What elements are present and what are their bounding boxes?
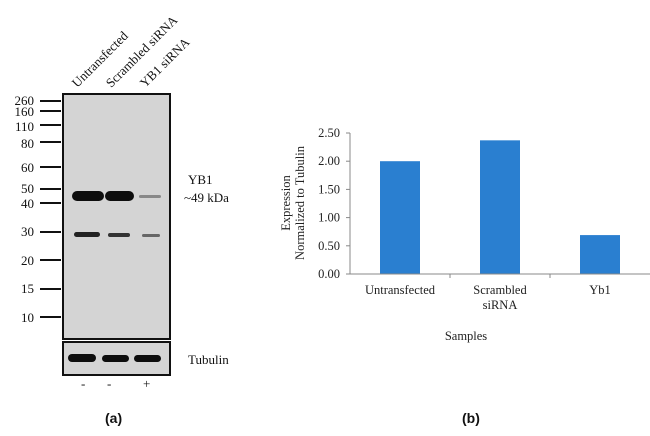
- x-axis-ticks: [449, 274, 551, 278]
- yb1-band-lane-1: [72, 191, 104, 201]
- y-tick-label: 1.00: [318, 211, 340, 225]
- mw-marker-20: 20: [21, 253, 34, 268]
- loading-control-label: Tubulin: [188, 352, 229, 367]
- yb1-band-lane-2: [105, 191, 134, 201]
- bar-untransfected: [380, 161, 420, 274]
- treatment-sign-lane-2: -: [107, 376, 112, 391]
- mw-tick-110: [40, 124, 61, 126]
- mw-marker-60: 60: [21, 160, 34, 175]
- y-tick-label: 2.00: [318, 154, 340, 168]
- lower-band-lane-1: [74, 232, 100, 237]
- mw-tick-50: [40, 188, 61, 190]
- mw-tick-10: [40, 316, 61, 318]
- mw-tick-20: [40, 259, 61, 261]
- treatment-sign-lane-1: -: [81, 376, 86, 391]
- mw-marker-10: 10: [21, 310, 34, 325]
- bar-yb1: [580, 235, 620, 274]
- mw-marker-40: 40: [21, 196, 34, 211]
- mw-tick-160: [40, 110, 61, 112]
- bars: [380, 140, 620, 274]
- mw-marker-80: 80: [21, 136, 34, 151]
- tubulin-band-lane-3: [134, 355, 161, 362]
- x-category-label: Untransfected: [365, 283, 436, 297]
- mw-tick-80: [40, 141, 61, 143]
- lower-band-lane-3: [142, 234, 160, 237]
- lower-band-lane-2: [108, 233, 130, 237]
- mw-tick-260: [40, 100, 61, 102]
- tubulin-blot: [62, 341, 171, 376]
- mw-marker-160: 160: [14, 104, 35, 119]
- mw-marker-30: 30: [21, 224, 34, 239]
- y-tick-label: 0.00: [318, 267, 340, 281]
- mw-tick-15: [40, 288, 61, 290]
- bar-scrambled-sirna: [480, 140, 520, 274]
- tubulin-band-lane-1: [68, 354, 96, 362]
- yb1-band-lane-3: [139, 195, 161, 198]
- mw-marker-110: 110: [14, 119, 34, 134]
- y-axis-title-line-1: Expression: [279, 174, 293, 230]
- mw-marker-15: 15: [21, 281, 34, 296]
- mw-tick-40: [40, 202, 61, 204]
- mw-marker-50: 50: [21, 181, 34, 196]
- y-axis-title: Expression Normalized to Tubulin: [279, 145, 307, 260]
- y-tick-label: 0.50: [318, 239, 340, 253]
- treatment-sign-lane-3: +: [143, 376, 151, 391]
- panel-label-b: (b): [462, 410, 480, 426]
- target-protein-name: YB1: [188, 172, 213, 187]
- x-axis-title: Samples: [445, 329, 487, 343]
- y-tick-label: 1.50: [318, 182, 340, 196]
- x-category-label: Yb1: [589, 283, 611, 297]
- mw-marker-260: 260: [14, 93, 35, 108]
- tubulin-band-lane-2: [102, 355, 129, 362]
- x-category-label: siRNA: [483, 298, 518, 312]
- y-axis-ticks: 0.00 0.50 1.00 1.50 2.00 2.50: [318, 126, 350, 281]
- blot-membrane: [62, 93, 171, 340]
- x-category-label: Scrambled: [473, 283, 527, 297]
- mw-tick-30: [40, 231, 61, 233]
- panel-label-a: (a): [105, 410, 123, 426]
- mw-tick-60: [40, 166, 61, 168]
- target-protein-size: ~49 kDa: [184, 190, 229, 205]
- y-tick-label: 2.50: [318, 126, 340, 140]
- y-axis-title-line-2: Normalized to Tubulin: [293, 145, 307, 260]
